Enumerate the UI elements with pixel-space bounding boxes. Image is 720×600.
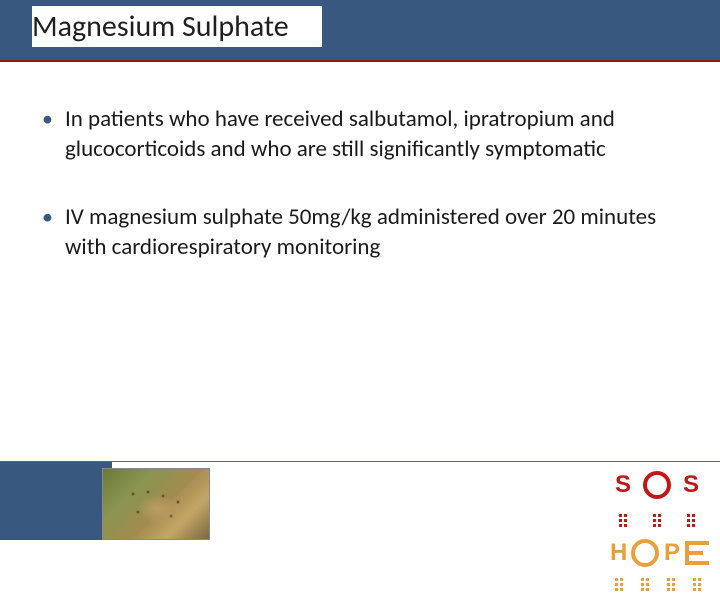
logo-letter-h: H: [606, 536, 631, 570]
sos-hope-logo: S S H P: [606, 468, 710, 536]
logo-dots-icon: [674, 502, 708, 536]
logo-letter-o: [631, 536, 659, 570]
logo-dots-row: [606, 502, 710, 536]
logo-letter-e: [685, 536, 710, 570]
logo-letter-o: [640, 468, 674, 502]
logo-dots-icon: [606, 502, 640, 536]
logo-dots-icon: [684, 566, 710, 600]
logo-top-row: S S: [606, 468, 710, 502]
bullet-text: IV magnesium sulphate 50mg/kg administer…: [65, 202, 678, 262]
bullet-marker-icon: •: [42, 202, 53, 232]
slide-title: Magnesium Sulphate: [32, 6, 322, 47]
logo-bottom-row: H P: [606, 536, 710, 570]
slide-body: • In patients who have received salbutam…: [0, 62, 720, 262]
footer-blue-block: [0, 462, 112, 540]
bullet-marker-icon: •: [42, 104, 53, 134]
bullet-text: In patients who have received salbutamol…: [65, 104, 678, 164]
bullet-item: • In patients who have received salbutam…: [42, 104, 678, 164]
logo-dots-icon: [640, 502, 674, 536]
cheetah-thumbnail-image: [102, 468, 210, 540]
bullet-item: • IV magnesium sulphate 50mg/kg administ…: [42, 202, 678, 262]
logo-dots-icon: [606, 566, 632, 600]
slide-header: Magnesium Sulphate: [0, 0, 720, 62]
slide-footer: S S H P: [0, 462, 720, 540]
logo-dots-row-bottom: [606, 566, 710, 600]
logo-dots-icon: [658, 566, 684, 600]
logo-dots-icon: [632, 566, 658, 600]
logo-letter-s: S: [606, 468, 640, 502]
header-accent-line: [0, 60, 720, 62]
logo-letter-s: S: [674, 468, 708, 502]
logo-letter-p: P: [659, 536, 684, 570]
